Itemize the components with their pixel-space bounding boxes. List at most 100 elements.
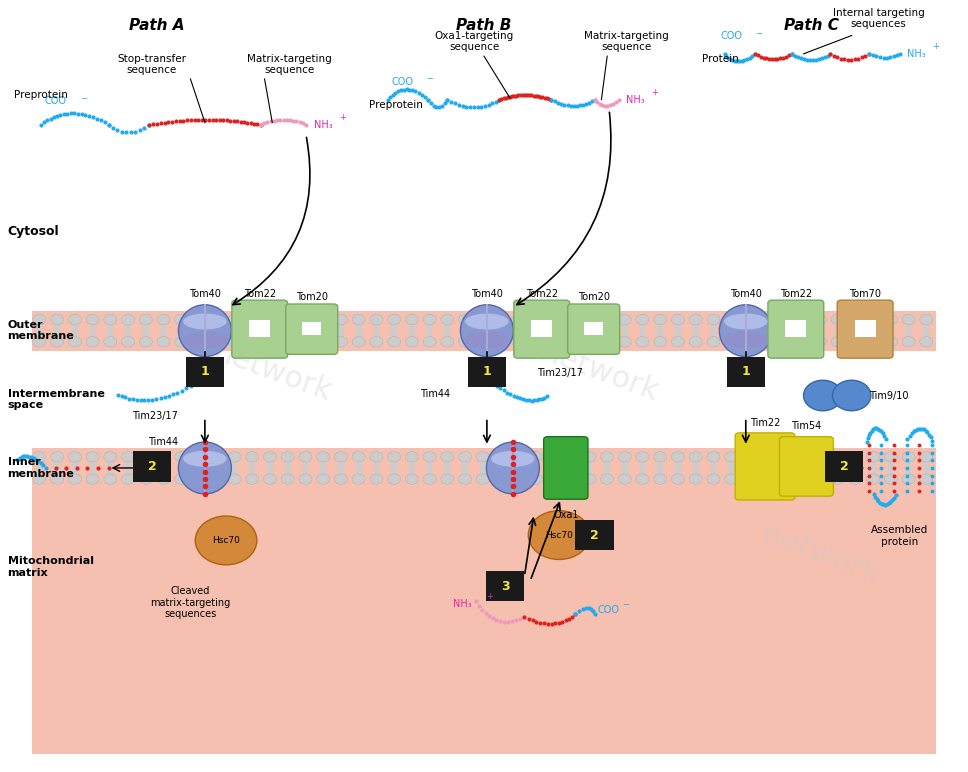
Text: NH₃: NH₃: [907, 49, 926, 59]
Circle shape: [619, 474, 631, 484]
Circle shape: [406, 474, 418, 484]
Bar: [143, 462, 149, 474]
Circle shape: [459, 337, 471, 347]
Circle shape: [653, 314, 667, 325]
Circle shape: [281, 452, 294, 462]
Circle shape: [174, 474, 188, 484]
Bar: [444, 324, 450, 337]
Bar: [178, 324, 184, 337]
Circle shape: [174, 452, 188, 462]
Bar: [480, 462, 486, 474]
Circle shape: [459, 474, 471, 484]
Circle shape: [281, 314, 294, 325]
Circle shape: [193, 452, 205, 462]
Circle shape: [600, 314, 614, 325]
Text: +: +: [340, 113, 347, 122]
Ellipse shape: [724, 331, 768, 348]
Circle shape: [69, 474, 81, 484]
Bar: [587, 324, 592, 337]
Bar: [231, 324, 237, 337]
Circle shape: [689, 452, 702, 462]
Circle shape: [636, 474, 649, 484]
Bar: [853, 324, 859, 337]
Circle shape: [796, 474, 808, 484]
Bar: [427, 462, 433, 474]
Circle shape: [583, 452, 596, 462]
Circle shape: [476, 474, 490, 484]
Text: network: network: [209, 338, 336, 408]
Circle shape: [636, 452, 649, 462]
Circle shape: [619, 452, 631, 462]
Text: Outer
membrane: Outer membrane: [8, 320, 75, 341]
Circle shape: [672, 314, 684, 325]
FancyBboxPatch shape: [568, 304, 620, 354]
Circle shape: [832, 337, 844, 347]
Bar: [604, 324, 610, 337]
Circle shape: [33, 337, 45, 347]
Circle shape: [547, 337, 560, 347]
Text: Path B: Path B: [456, 18, 512, 33]
Bar: [462, 324, 468, 337]
Circle shape: [796, 337, 808, 347]
Circle shape: [583, 314, 596, 325]
Bar: [125, 462, 131, 474]
Circle shape: [636, 314, 649, 325]
Text: 2: 2: [147, 460, 156, 473]
Text: Tom22: Tom22: [244, 289, 276, 299]
Circle shape: [529, 314, 543, 325]
Bar: [178, 462, 184, 474]
Circle shape: [547, 314, 560, 325]
Text: Tim22: Tim22: [750, 418, 780, 428]
Bar: [693, 324, 699, 337]
Circle shape: [813, 474, 827, 484]
Circle shape: [476, 452, 490, 462]
Bar: [568, 462, 574, 474]
Bar: [888, 462, 893, 474]
FancyBboxPatch shape: [286, 304, 338, 354]
Circle shape: [281, 337, 294, 347]
Text: +: +: [932, 42, 939, 51]
Circle shape: [866, 337, 880, 347]
Text: Tim44: Tim44: [420, 388, 450, 398]
Circle shape: [157, 452, 170, 462]
Circle shape: [760, 337, 773, 347]
Bar: [781, 324, 787, 337]
Bar: [675, 462, 681, 474]
Circle shape: [832, 474, 844, 484]
Circle shape: [387, 337, 401, 347]
Circle shape: [69, 337, 81, 347]
Circle shape: [547, 474, 560, 484]
Circle shape: [210, 452, 224, 462]
Circle shape: [760, 452, 773, 462]
Circle shape: [565, 314, 578, 325]
Circle shape: [423, 474, 437, 484]
Text: Tim54: Tim54: [791, 422, 822, 432]
Bar: [214, 324, 220, 337]
Bar: [906, 462, 912, 474]
Circle shape: [193, 337, 205, 347]
Bar: [356, 324, 361, 337]
Circle shape: [653, 474, 667, 484]
Bar: [302, 321, 321, 335]
Text: Tim9/10: Tim9/10: [869, 391, 909, 401]
Bar: [267, 324, 273, 337]
Bar: [356, 462, 361, 474]
Text: 1: 1: [482, 365, 492, 378]
Bar: [320, 462, 326, 474]
Circle shape: [725, 314, 738, 325]
Circle shape: [317, 452, 330, 462]
Circle shape: [122, 474, 135, 484]
Circle shape: [742, 452, 755, 462]
Text: Mitochondrial
matrix: Mitochondrial matrix: [8, 557, 94, 578]
Text: NH₃: NH₃: [314, 120, 332, 130]
Bar: [584, 321, 603, 335]
Circle shape: [193, 314, 205, 325]
Text: Preprotein: Preprotein: [369, 100, 422, 110]
Bar: [444, 462, 450, 474]
Text: +: +: [651, 87, 658, 96]
Circle shape: [920, 474, 933, 484]
Circle shape: [387, 314, 401, 325]
Circle shape: [547, 452, 560, 462]
Circle shape: [423, 452, 437, 462]
Bar: [834, 462, 840, 474]
